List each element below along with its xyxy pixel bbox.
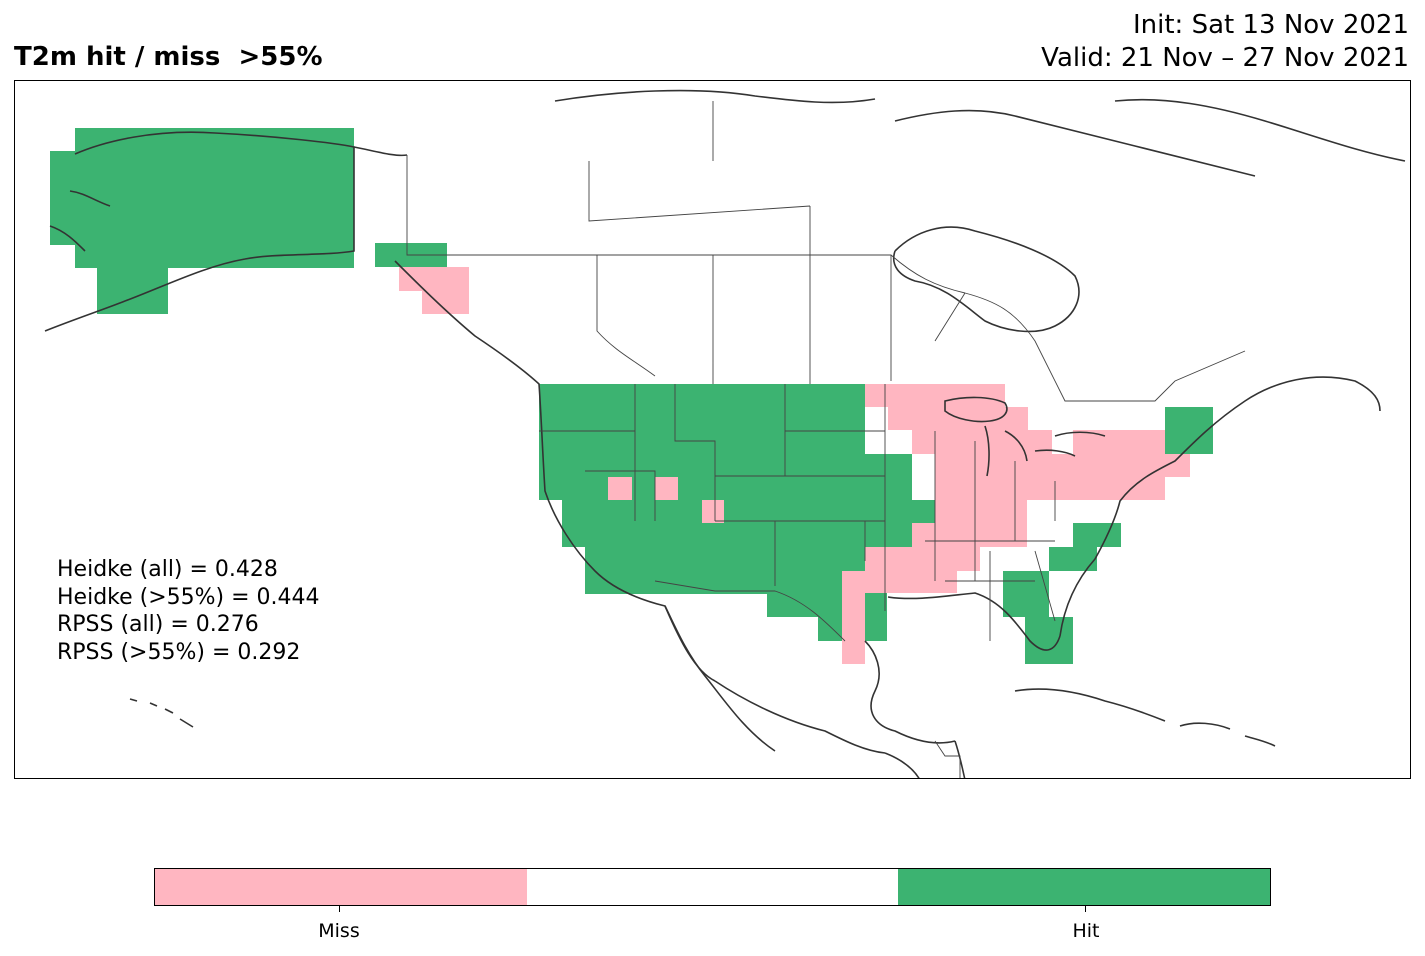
heidke-55: Heidke (>55%) = 0.444 [57, 584, 320, 610]
rpss-55: RPSS (>55%) = 0.292 [57, 639, 301, 665]
borders [406, 101, 1246, 778]
map-panel [14, 80, 1411, 779]
valid-period-label: Valid: 21 Nov – 27 Nov 2021 [1041, 43, 1409, 73]
miss-cells [399, 267, 1190, 664]
heidke-all: Heidke (all) = 0.428 [57, 557, 278, 582]
skill-scores: Heidke (all) = 0.428 Heidke (>55%) = 0.4… [57, 556, 320, 666]
map-title: T2m hit / miss >55% [14, 42, 323, 72]
colorbar-miss-segment [155, 869, 527, 905]
north-america-map [44, 89, 1406, 778]
coastlines [44, 89, 1406, 778]
rpss-all: RPSS (all) = 0.276 [57, 612, 259, 637]
colorbar-neutral-segment [526, 869, 899, 905]
colorbar-tick-miss [339, 906, 340, 912]
colorbar-label-miss: Miss [318, 920, 360, 942]
hit-cells [50, 128, 1213, 664]
colorbar-tick-hit [1085, 906, 1086, 912]
colorbar [154, 868, 1271, 906]
colorbar-label-hit: Hit [1072, 920, 1100, 942]
init-date-label: Init: Sat 13 Nov 2021 [1132, 10, 1409, 40]
colorbar-hit-segment [898, 869, 1271, 905]
